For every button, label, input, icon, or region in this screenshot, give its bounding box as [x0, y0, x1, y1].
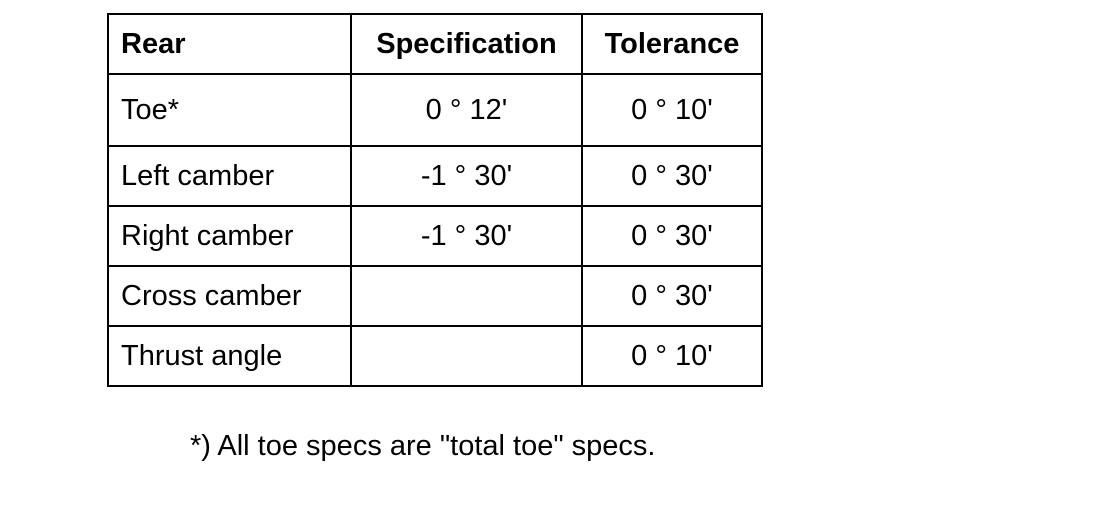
row-label: Toe* — [107, 73, 352, 147]
row-label: Thrust angle — [107, 325, 352, 387]
row-specification: -1 ° 30' — [350, 205, 583, 267]
header-specification: Specification — [350, 13, 583, 75]
footnote: *) All toe specs are "total toe" specs. — [190, 430, 656, 462]
row-tolerance: 0 ° 10' — [581, 73, 763, 147]
table-row: Cross camber 0 ° 30' — [107, 265, 763, 327]
header-tolerance: Tolerance — [581, 13, 763, 75]
row-tolerance: 0 ° 10' — [581, 325, 763, 387]
row-specification: -1 ° 30' — [350, 145, 583, 207]
row-specification — [350, 265, 583, 327]
table-row: Right camber -1 ° 30' 0 ° 30' — [107, 205, 763, 267]
header-rear: Rear — [107, 13, 352, 75]
row-tolerance: 0 ° 30' — [581, 145, 763, 207]
row-tolerance: 0 ° 30' — [581, 265, 763, 327]
row-specification — [350, 325, 583, 387]
row-label: Cross camber — [107, 265, 352, 327]
table-row: Thrust angle 0 ° 10' — [107, 325, 763, 387]
row-specification: 0 ° 12' — [350, 73, 583, 147]
row-tolerance: 0 ° 30' — [581, 205, 763, 267]
table-row: Left camber -1 ° 30' 0 ° 30' — [107, 145, 763, 207]
alignment-spec-table: Rear Specification Tolerance Toe* 0 ° 12… — [107, 13, 763, 387]
table-row: Toe* 0 ° 12' 0 ° 10' — [107, 73, 763, 147]
row-label: Right camber — [107, 205, 352, 267]
row-label: Left camber — [107, 145, 352, 207]
table-header-row: Rear Specification Tolerance — [107, 13, 763, 75]
